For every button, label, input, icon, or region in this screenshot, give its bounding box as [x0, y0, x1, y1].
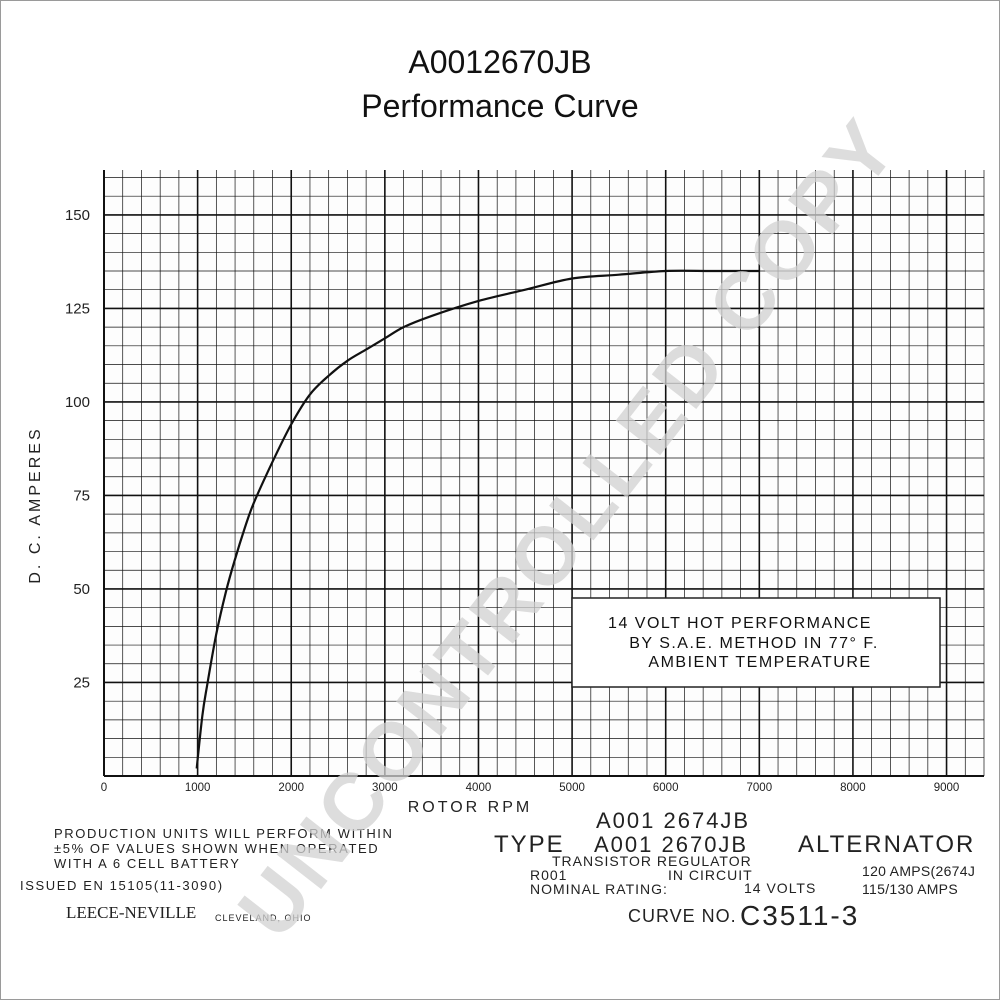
annotation-line-1: 14 VOLT HOT PERFORMANCE	[608, 615, 872, 632]
y-tick-label: 50	[73, 581, 90, 598]
production-note-2: ±5% OF VALUES SHOWN WHEN OPERATED	[54, 841, 379, 856]
regulator-label: TRANSISTOR REGULATOR	[552, 853, 752, 869]
x-tick-label: 2000	[278, 782, 304, 794]
footer-block: PRODUCTION UNITS WILL PERFORM WITHIN ±5%…	[20, 808, 975, 931]
x-tick-label: 1000	[185, 782, 211, 794]
amps-rating-2: 115/130 AMPS	[862, 881, 958, 897]
annotation-box: 14 VOLT HOT PERFORMANCE BY S.A.E. METHOD…	[571, 597, 941, 688]
x-tick-label: 5000	[559, 782, 585, 794]
alt-model-number: A001 2674JB	[596, 808, 750, 833]
brand-city: CLEVELAND, OHIO	[215, 913, 312, 923]
brand-name: LEECE-NEVILLE	[66, 903, 196, 922]
production-note-3: WITH A 6 CELL BATTERY	[54, 856, 241, 871]
x-tick-label: 9000	[934, 782, 960, 794]
page-subtitle: Performance Curve	[361, 88, 639, 124]
curve-number: C3511-3	[740, 900, 859, 931]
volts-rating: 14 VOLTS	[744, 880, 816, 896]
x-tick-label: 3000	[372, 782, 398, 794]
y-axis-label: D. C. AMPERES	[27, 426, 44, 583]
x-tick-label: 8000	[840, 782, 866, 794]
curve-number-label: CURVE NO.	[628, 906, 737, 926]
y-tick-label: 125	[65, 300, 90, 317]
x-tick-label: 7000	[747, 782, 773, 794]
x-tick-label: 6000	[653, 782, 679, 794]
in-circuit-label: IN CIRCUIT	[668, 867, 753, 883]
annotation-line-2: BY S.A.E. METHOD IN 77° F.	[629, 635, 879, 652]
y-tick-label: 25	[73, 674, 90, 691]
r001-label: R001	[530, 867, 567, 883]
page-title: A0012670JB	[408, 44, 592, 80]
annotation-line-3: AMBIENT TEMPERATURE	[648, 654, 871, 671]
x-axis-label: ROTOR RPM	[408, 799, 532, 816]
y-tick-label: 150	[65, 207, 90, 224]
y-tick-labels: 25 50 75 100 125 150	[65, 207, 90, 692]
production-note-1: PRODUCTION UNITS WILL PERFORM WITHIN	[54, 826, 394, 841]
type-label: TYPE	[494, 831, 565, 858]
performance-curve-line	[195, 269, 760, 769]
x-tick-labels: 0 1000 2000 3000 4000 5000 6000 7000 8000 9000	[101, 782, 960, 794]
nominal-rating-label: NOMINAL RATING:	[530, 881, 668, 897]
y-tick-label: 100	[65, 394, 90, 411]
x-tick-label: 4000	[466, 782, 492, 794]
main-model-number: A001 2670JB	[594, 832, 748, 857]
amps-rating-1: 120 AMPS(2674J	[862, 863, 975, 879]
product-label: ALTERNATOR	[798, 831, 975, 858]
y-tick-label: 75	[73, 487, 90, 504]
issued-note: ISSUED EN 15105(11-3090)	[20, 878, 224, 893]
x-tick-label: 0	[101, 782, 107, 794]
